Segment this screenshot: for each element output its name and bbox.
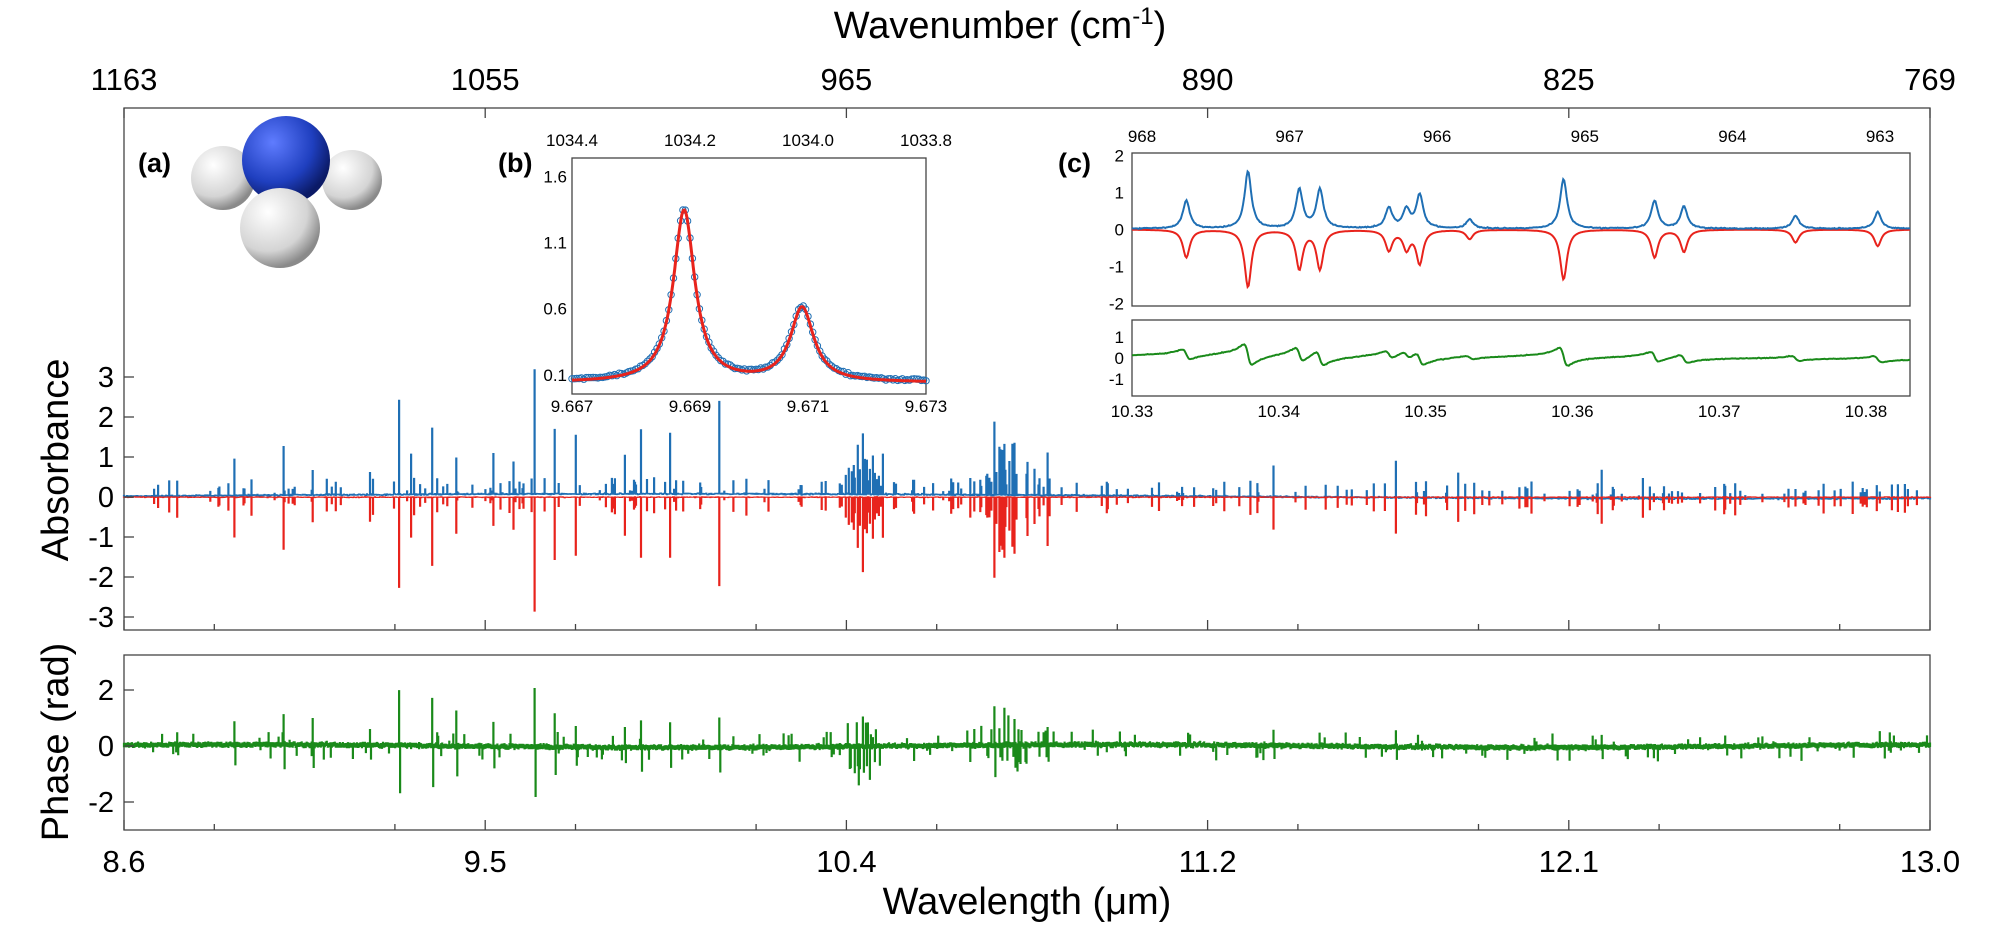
x-tick-label: 13.0	[1900, 844, 1960, 879]
inset-b-data-point	[773, 356, 781, 364]
inset-c-top-tick-label: 966	[1423, 127, 1451, 146]
inset-c-x-tick-label: 10.35	[1404, 402, 1447, 421]
inset-c-y-tick-label: -1	[1109, 258, 1124, 277]
inset-c-top-tick-label: 968	[1128, 127, 1156, 146]
y-tick-label: -3	[88, 602, 114, 634]
inset-c-phase-y-tick-label: -1	[1109, 370, 1124, 389]
phase-plot	[122, 688, 1932, 797]
inset-b-x-tick-label: 9.671	[787, 397, 830, 416]
inset-b-y-tick-label: 0.1	[543, 366, 567, 385]
inset-c-phase-y-tick-label: 1	[1115, 328, 1124, 347]
inset-b-top-tick-label: 1033.8	[900, 131, 952, 150]
inset-c-x-tick-label: 10.36	[1551, 402, 1594, 421]
inset-b-frame	[571, 157, 927, 395]
phase-series	[122, 688, 1932, 797]
top-tick-label: 965	[821, 62, 873, 97]
main-plot	[122, 369, 1932, 612]
inset-c-top-tick-label: 963	[1866, 127, 1894, 146]
inset-c-absorbance-line	[1131, 169, 1911, 231]
main-y-ticks: 3 2 1 0 -1 -2 -3	[88, 362, 134, 634]
fit-series	[122, 496, 1932, 612]
top-axis-title: Wavenumber (cm-1)	[834, 3, 1166, 47]
phase-y-tick-label: 0	[98, 731, 114, 763]
top-tick-label: 890	[1182, 62, 1234, 97]
x-tick-label: 10.4	[816, 844, 876, 879]
inset-c-x-tick-label: 10.33	[1111, 402, 1154, 421]
inset-c-plot: 968 967 966 965 964 963 2 1 0 -1 -2 1 0 -1 10.33 10.34 1…	[1109, 127, 1911, 421]
x-tick-label: 12.1	[1539, 844, 1599, 879]
y-tick-label: 0	[98, 482, 114, 514]
top-tick-label: 825	[1543, 62, 1595, 97]
top-tick-label: 769	[1904, 62, 1956, 97]
inset-b-top-tick-label: 1034.4	[546, 131, 598, 150]
bottom-axis-ticks: 8.6 9.5 10.4 11.2 12.1 13.0	[102, 620, 1960, 879]
top-tick-label: 1163	[91, 62, 158, 97]
inset-b-fit-line	[571, 208, 926, 383]
y-tick-label: 1	[98, 442, 114, 474]
y-tick-label: 3	[98, 362, 114, 394]
panel-label-c: (c)	[1058, 148, 1091, 178]
y-tick-label: -2	[88, 562, 114, 594]
phase-y-ticks: 2 0 -2	[88, 675, 134, 819]
inset-c-phase-y-tick-label: 0	[1115, 349, 1124, 368]
inset-c-x-tick-label: 10.38	[1845, 402, 1888, 421]
phase-y-tick-label: -2	[88, 787, 114, 819]
inset-c-fit-line	[1132, 228, 1910, 290]
inset-b-y-tick-label: 1.1	[543, 234, 567, 253]
inset-c-phase-frame	[1131, 319, 1911, 397]
inset-c-x-tick-label: 10.37	[1698, 402, 1741, 421]
inset-c-top-tick-label: 967	[1275, 127, 1303, 146]
y-tick-label: -1	[88, 522, 114, 554]
inset-b-top-tick-label: 1034.0	[782, 131, 834, 150]
inset-b-plot: 9.667 9.669 9.671 9.673 1034.4 1034.2 1034.0 10…	[543, 131, 952, 416]
inset-b-x-tick-label: 9.673	[905, 397, 948, 416]
inset-c-top-tick-label: 964	[1718, 127, 1746, 146]
y-axis-title-absorbance: Absorbance	[35, 359, 77, 562]
inset-c-x-tick-label: 10.34	[1258, 402, 1301, 421]
ammonia-molecule-image	[191, 116, 382, 268]
inset-c-y-tick-label: 0	[1115, 221, 1124, 240]
inset-b-top-tick-label: 1034.2	[664, 131, 716, 150]
inset-b-y-tick-label: 1.6	[543, 168, 567, 187]
inset-b-x-tick-label: 9.667	[551, 397, 594, 416]
panel-label-b: (b)	[498, 148, 532, 178]
y-axis-title-phase: Phase (rad)	[35, 643, 77, 842]
top-axis-ticks: 1163 1055 965 890 825 769	[91, 62, 1956, 118]
inset-b-y-tick-label: 0.6	[543, 300, 567, 319]
phase-y-tick-label: 2	[98, 675, 114, 707]
inset-b-x-tick-label: 9.669	[669, 397, 712, 416]
x-axis-title: Wavelength (μm)	[883, 881, 1172, 923]
x-tick-label: 8.6	[102, 844, 145, 879]
x-tick-label: 11.2	[1179, 844, 1237, 879]
panel-label-a: (a)	[138, 148, 171, 178]
inset-c-y-tick-label: -2	[1109, 295, 1124, 314]
main-plot-frame	[123, 107, 1931, 631]
inset-c-y-tick-label: 1	[1115, 184, 1124, 203]
inset-c-top-tick-label: 965	[1571, 127, 1599, 146]
y-tick-label: 2	[98, 402, 114, 434]
x-tick-label: 9.5	[464, 844, 507, 879]
inset-c-phase-line	[1131, 343, 1910, 367]
inset-c-y-tick-label: 2	[1115, 147, 1124, 166]
top-tick-label: 1055	[451, 62, 520, 97]
